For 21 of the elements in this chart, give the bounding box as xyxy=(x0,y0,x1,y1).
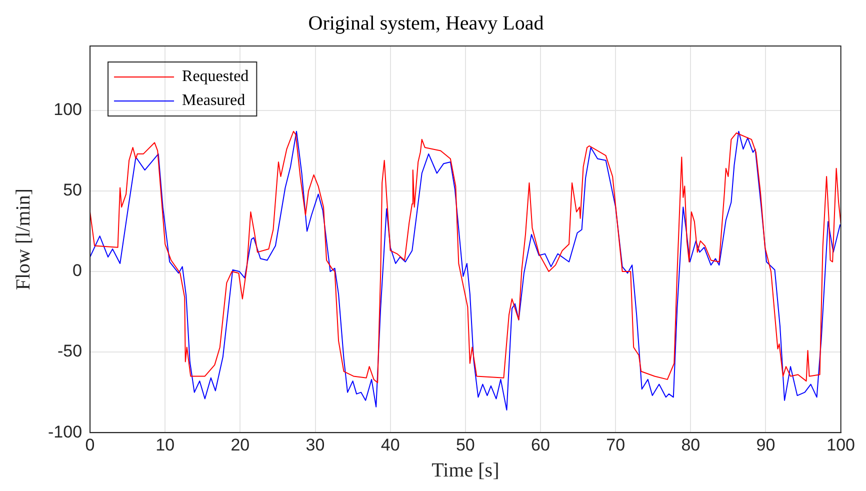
x-tick-label: 30 xyxy=(306,435,325,454)
legend-label: Requested xyxy=(182,68,249,86)
x-tick-label: 50 xyxy=(456,435,475,454)
y-tick-label: 50 xyxy=(63,180,82,200)
legend-label: Measured xyxy=(182,92,246,110)
x-tick-label: 80 xyxy=(681,435,700,454)
x-tick-label: 20 xyxy=(230,435,250,454)
y-tick-label: -100 xyxy=(48,422,82,442)
x-tick-label: 100 xyxy=(826,435,856,454)
y-tick-label: 0 xyxy=(72,261,82,280)
x-tick-label: 60 xyxy=(531,435,550,454)
x-tick-label: 70 xyxy=(606,435,626,454)
x-axis-title: Time [s] xyxy=(432,459,500,482)
x-tick-label: 90 xyxy=(756,435,776,454)
chart-title: Original system, Heavy Load xyxy=(308,12,544,34)
y-tick-label: 100 xyxy=(54,100,82,120)
x-tick-label: 0 xyxy=(85,435,95,454)
y-tick-label: -50 xyxy=(57,342,82,361)
y-axis-title: Flow [l/min] xyxy=(12,188,34,290)
x-tick-label: 10 xyxy=(156,435,175,454)
x-tick-label: 40 xyxy=(380,435,400,454)
